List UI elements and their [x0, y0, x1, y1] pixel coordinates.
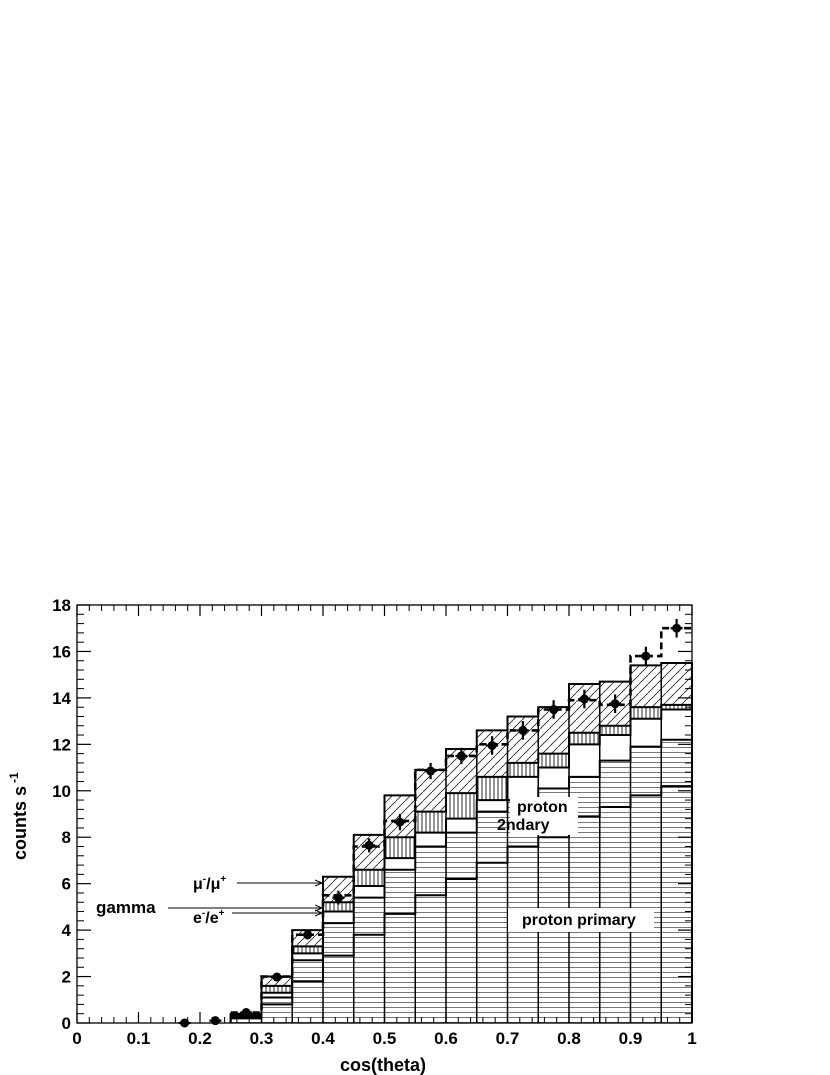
data-point [270, 972, 283, 982]
bar [230, 1018, 262, 1023]
x-tick-label: 0.2 [188, 1029, 212, 1048]
y-tick-label: 6 [62, 875, 71, 894]
layer-outline [229, 703, 693, 1023]
x-tick-label: 0.3 [250, 1029, 274, 1048]
x-tick-label: 0.4 [311, 1029, 335, 1048]
x-tick-label: 1 [687, 1029, 696, 1048]
annotation-gamma: gamma [96, 898, 322, 917]
data-point [424, 762, 437, 780]
annotation-ee: e-/e+ [193, 908, 322, 927]
data-point [578, 689, 591, 709]
data-point [209, 1016, 222, 1026]
svg-text:μ-/μ+: μ-/μ+ [193, 874, 226, 893]
data-point [609, 694, 622, 713]
bar [261, 1004, 293, 1023]
histogram-layers [229, 662, 693, 1023]
x-tick-label: 0.5 [373, 1029, 397, 1048]
x-tick-label: 0.1 [127, 1029, 151, 1048]
svg-text:2ndary: 2ndary [497, 817, 550, 834]
x-tick-label: 0.9 [619, 1029, 643, 1048]
annotation-mu: μ-/μ+ [193, 874, 322, 893]
svg-text:proton: proton [517, 799, 568, 816]
y-tick-label: 2 [62, 968, 71, 987]
annotation-proton-primary: proton primary [508, 908, 654, 932]
y-tick-label: 10 [52, 782, 71, 801]
bar [353, 934, 385, 1023]
y-tick-label: 14 [52, 689, 71, 708]
bar [661, 786, 692, 1023]
svg-text:proton primary: proton primary [522, 912, 636, 929]
y-tick-label: 12 [52, 735, 71, 754]
data-point [547, 700, 560, 719]
svg-text:gamma: gamma [96, 898, 156, 917]
data-point [455, 747, 468, 765]
x-tick-label: 0.7 [496, 1029, 520, 1048]
y-tick-label: 4 [62, 921, 72, 940]
data-point [516, 721, 529, 740]
y-tick-label: 0 [62, 1014, 71, 1033]
axis-ticks: 0 0.1 0.2 0.3 0.4 0.5 0.6 0.7 0.8 0.9 102468101214… [52, 596, 697, 1048]
data-point [393, 814, 406, 831]
x-tick-label: 0.8 [557, 1029, 581, 1048]
data-point [363, 838, 376, 853]
bar [323, 955, 354, 1023]
data-point [301, 930, 314, 940]
x-axis-title: cos(theta) [340, 1055, 426, 1075]
layer-outline [229, 738, 693, 1023]
annotation-proton-2ndary: proton 2ndary [497, 797, 578, 835]
y-tick-label: 16 [52, 642, 71, 661]
y-axis-title: counts s-1 [7, 772, 30, 860]
svg-text:e-/e+: e-/e+ [193, 908, 225, 927]
bar [292, 981, 323, 1023]
x-tick-label: 0.6 [434, 1029, 458, 1048]
layer-outline [229, 708, 693, 1023]
data-points [178, 618, 683, 1028]
bar [507, 846, 539, 1023]
bar [446, 879, 477, 1023]
data-point [240, 1008, 253, 1018]
data-point [639, 646, 652, 666]
bar [476, 862, 508, 1023]
y-tick-label: 18 [52, 596, 71, 615]
y-tick-label: 8 [62, 828, 71, 847]
data-point [332, 890, 345, 905]
bar [415, 895, 446, 1023]
x-tick-label: 0 [72, 1029, 81, 1048]
data-point [670, 618, 683, 638]
bar [384, 913, 416, 1023]
layer-outline [229, 785, 693, 1023]
data-point [486, 736, 499, 755]
